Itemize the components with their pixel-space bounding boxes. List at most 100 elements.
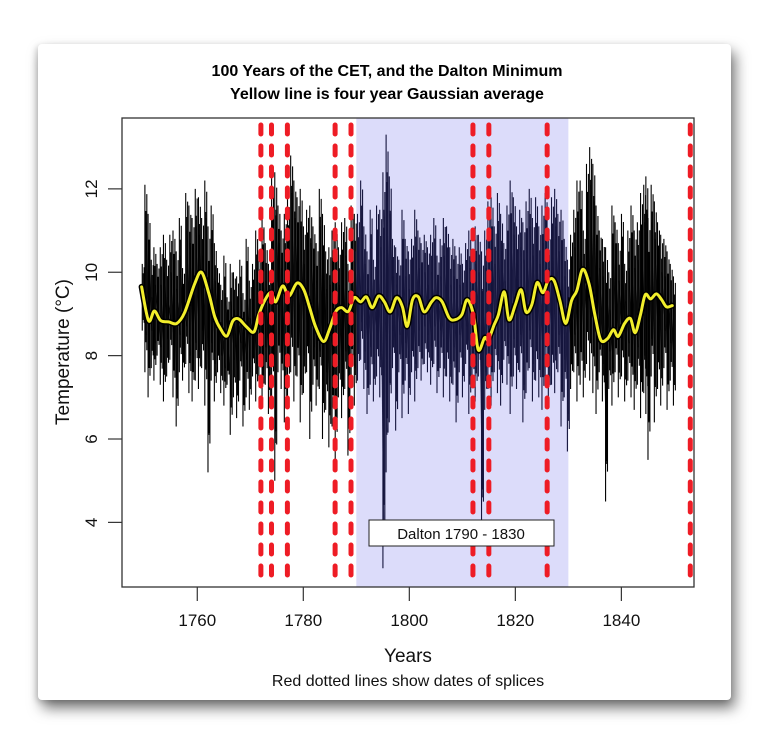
raw-connector [189,243,194,364]
raw-connector [361,218,366,352]
y-axis: 4 6 8 10 12 [82,179,122,527]
raw-connector [319,226,324,402]
y-axis-label: Temperature (°C) [53,279,74,425]
raw-connector [590,184,595,356]
raw-connector [621,251,627,364]
raw-connector [657,259,663,369]
raw-connector [526,238,531,331]
raw-connector [310,243,315,348]
raw-connector [240,297,245,389]
raw-connector [163,272,169,339]
raw-connector [580,218,585,360]
smooth-series-layer [138,266,676,354]
chart-title: 100 Years of the CET, and the Dalton Min… [212,63,563,80]
raw-connector [536,234,541,360]
raw-connector [383,209,388,435]
raw-connector [205,218,210,435]
raw-connector [427,284,433,348]
y-tick-label: 12 [82,179,101,198]
raw-connector [297,234,302,385]
dalton-label-box [368,519,555,547]
raw-connector [412,276,417,364]
raw-connector [345,255,350,419]
raw-connector [275,209,280,335]
splice-lines-layer [258,122,693,587]
raw-connector [173,268,178,389]
raw-connector [440,276,445,360]
raw-connector [357,251,363,323]
raw-connector [453,276,458,385]
raw-connector [574,247,579,364]
raw-connector [481,288,487,373]
raw-connector [450,284,455,348]
raw-connector [227,334,232,398]
raw-connector [291,193,296,364]
raw-connector [329,284,334,389]
raw-connector [313,263,318,369]
raw-connector [609,309,614,369]
dalton-label: Dalton 1790 - 1830 [397,526,525,543]
chart-subtitle: Yellow line is four year Gaussian averag… [230,86,544,103]
raw-connector [628,268,633,360]
raw-connector [558,251,563,389]
raw-connector [399,297,404,381]
raw-connector [243,330,248,360]
x-tick-label: 1800 [390,611,428,630]
raw-connector [176,288,181,335]
raw-connector [230,301,235,360]
raw-connector [612,243,617,335]
raw-connector [195,226,200,352]
raw-connector [586,201,592,344]
y-tick-label: 4 [82,518,101,527]
raw-connector [198,234,204,331]
raw-connector [596,243,601,335]
raw-connector [294,218,299,339]
raw-connector [593,201,598,377]
raw-connector [307,247,312,402]
raw-connector [145,222,150,360]
raw-connector [246,276,251,373]
raw-connector [179,255,184,344]
raw-connector [651,222,656,385]
raw-connector [326,288,331,410]
raw-connector [424,272,429,335]
raw-connector [157,301,162,348]
chart-caption: Red dotted lines show dates of splices [272,673,544,690]
y-tick-label: 6 [82,434,101,443]
x-tick-label: 1780 [284,611,322,630]
raw-connector [415,247,420,331]
raw-connector [520,247,525,385]
raw-connector [396,284,401,335]
x-tick-label: 1760 [178,611,216,630]
raw-connector [667,288,672,344]
raw-connector [646,213,650,423]
raw-series-layer [141,134,676,569]
raw-connector [466,280,471,377]
plot-frame [121,117,695,588]
raw-connector [386,172,391,385]
raw-connector [564,276,569,415]
raw-connector [256,268,261,344]
raw-connector [170,272,175,360]
raw-connector [268,301,274,360]
dalton-annotation: Dalton 1790 - 1830 [368,519,555,547]
raw-connector [602,276,608,465]
x-axis-label: Years [384,646,432,667]
x-tick-label: 1820 [496,611,534,630]
smooth-line [140,267,674,352]
raw-connector [456,293,461,335]
raw-connector [664,276,669,373]
raw-connector [167,297,172,323]
raw-connector [551,234,557,356]
raw-connector [434,255,439,356]
raw-connector [459,284,464,360]
y-tick-label: 10 [82,263,101,282]
raw-connector [377,243,382,360]
raw-connector [631,243,636,373]
raw-connector [364,263,369,377]
raw-connector [443,255,448,339]
raw-connector [599,268,604,364]
x-axis: 1760 1780 1800 1820 1840 [178,587,640,630]
x-tick-label: 1840 [602,611,640,630]
